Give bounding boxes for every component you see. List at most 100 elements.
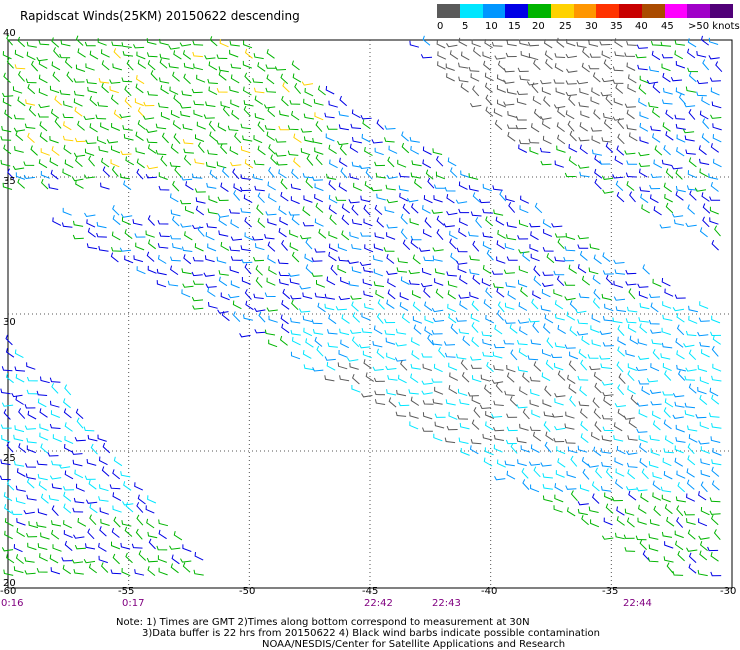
wind-barb (469, 291, 479, 300)
wind-barb (170, 209, 181, 217)
wind-barb (418, 247, 431, 252)
wind-barb (27, 542, 37, 551)
wind-barb (135, 242, 145, 251)
wind-barb (327, 342, 338, 348)
wind-barb (255, 243, 265, 251)
wind-barb (565, 110, 575, 120)
wind-barb (340, 339, 350, 349)
wind-barb (16, 468, 26, 477)
wind-barb (314, 147, 324, 155)
wind-barb (700, 35, 709, 46)
wind-barb (191, 296, 204, 302)
wind-barb (147, 495, 157, 504)
wind-barb (25, 99, 36, 106)
wind-barb (120, 471, 131, 478)
wind-barb (505, 439, 517, 445)
wind-barb (340, 167, 348, 179)
wind-barb (63, 408, 72, 419)
wind-barb (243, 314, 254, 321)
wind-barb (711, 466, 720, 477)
wind-barb (290, 183, 301, 191)
wind-barb (361, 393, 373, 398)
wind-barb (326, 276, 336, 286)
wind-barb (663, 145, 671, 156)
wind-barb (650, 448, 660, 456)
wind-barb (243, 40, 253, 49)
wind-barb (170, 563, 179, 574)
wind-barb (469, 255, 480, 261)
wind-barb (173, 94, 182, 105)
wind-barb (483, 457, 493, 467)
wind-barb (100, 49, 110, 58)
wind-barb (422, 267, 432, 276)
wind-barb (291, 168, 299, 180)
wind-barb (328, 314, 337, 325)
wind-barb (710, 87, 720, 96)
wind-barb (13, 566, 24, 574)
wind-barb (306, 154, 314, 166)
wind-barb (579, 122, 588, 132)
wind-barb (639, 539, 647, 550)
wind-barb (664, 288, 674, 297)
wind-barb (265, 87, 277, 93)
wind-barb (351, 109, 361, 119)
wind-barb (650, 302, 659, 313)
wind-barb (49, 377, 61, 383)
wind-barb (530, 444, 540, 453)
wind-barb (131, 543, 143, 549)
wind-barb (121, 42, 132, 48)
wind-barb (348, 280, 359, 287)
wind-barb (689, 190, 697, 201)
wind-barb (593, 254, 602, 265)
wind-barb (698, 535, 710, 540)
wind-barb (26, 41, 37, 48)
wind-barb (314, 292, 326, 299)
wind-barb (577, 244, 589, 249)
wind-barb (30, 145, 38, 156)
wind-barb (568, 360, 577, 372)
wind-barb (569, 130, 577, 142)
wind-barb (13, 544, 23, 553)
wind-barb (444, 186, 456, 192)
wind-barb (180, 199, 192, 205)
wind-barb (496, 309, 504, 321)
wind-barb (100, 122, 110, 131)
wind-barb (676, 505, 684, 517)
wind-barb (372, 341, 383, 348)
wind-barb (482, 338, 492, 346)
wind-barb (688, 383, 697, 394)
wind-barb (330, 264, 338, 276)
wind-barb (711, 459, 722, 466)
wind-barb (672, 414, 684, 419)
wind-barb (26, 437, 37, 444)
wind-barb (503, 269, 515, 274)
wind-barb (410, 363, 421, 370)
wind-barb (37, 473, 48, 481)
wind-barb (660, 353, 671, 360)
wind-barb (0, 475, 11, 481)
wind-barb (77, 517, 87, 527)
wind-barb (383, 247, 395, 252)
wind-barb (84, 212, 96, 218)
wind-barb (48, 183, 59, 190)
wind-barb (243, 194, 253, 204)
wind-barb (26, 445, 36, 454)
wind-barb (529, 399, 539, 407)
wind-barb (646, 378, 659, 383)
wind-barb (135, 75, 145, 85)
wind-barb (338, 182, 348, 192)
wind-barb (676, 350, 685, 360)
wind-barb (649, 519, 660, 526)
wind-barb (207, 78, 218, 84)
wind-barb (64, 422, 73, 432)
wind-barb (241, 258, 253, 264)
wind-barb (349, 173, 360, 180)
wind-barb (570, 455, 578, 467)
wind-barb (578, 401, 590, 407)
wind-barb (15, 395, 24, 405)
wind-barb (589, 53, 601, 58)
wind-barb (422, 400, 434, 405)
wind-barb (50, 108, 60, 119)
wind-barb (4, 518, 14, 527)
wind-barb (229, 208, 240, 214)
